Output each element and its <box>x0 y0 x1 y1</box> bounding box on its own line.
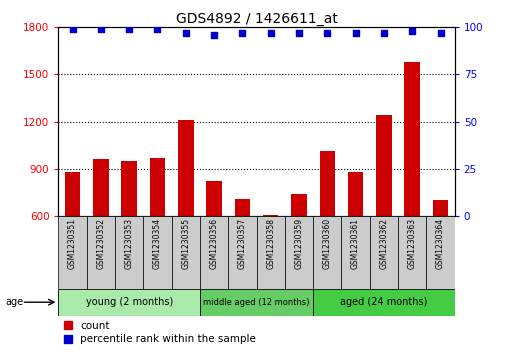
Text: GSM1230357: GSM1230357 <box>238 218 247 269</box>
Bar <box>200 216 228 289</box>
Text: GSM1230359: GSM1230359 <box>295 218 303 269</box>
Bar <box>426 216 455 289</box>
Text: GSM1230360: GSM1230360 <box>323 218 332 269</box>
Point <box>352 30 360 36</box>
Bar <box>370 216 398 289</box>
Point <box>436 30 444 36</box>
Text: GSM1230363: GSM1230363 <box>408 218 417 269</box>
Text: GSM1230358: GSM1230358 <box>266 218 275 269</box>
Text: GSM1230352: GSM1230352 <box>97 218 105 269</box>
Point <box>210 32 218 38</box>
Bar <box>348 172 363 216</box>
Bar <box>398 216 426 289</box>
Text: GSM1230364: GSM1230364 <box>436 218 445 269</box>
Text: young (2 months): young (2 months) <box>85 297 173 307</box>
Bar <box>58 216 87 289</box>
Bar <box>121 161 137 216</box>
Bar <box>178 120 194 216</box>
Bar <box>285 216 313 289</box>
Point <box>295 30 303 36</box>
Text: GSM1230356: GSM1230356 <box>210 218 218 269</box>
Point <box>408 28 416 34</box>
Bar <box>115 216 143 289</box>
Text: GSM1230355: GSM1230355 <box>181 218 190 269</box>
Bar <box>172 216 200 289</box>
Bar <box>235 199 250 216</box>
Bar <box>313 289 455 316</box>
Bar <box>320 151 335 216</box>
Point <box>153 26 162 32</box>
Bar <box>65 172 80 216</box>
Text: middle aged (12 months): middle aged (12 months) <box>203 298 310 307</box>
Bar <box>291 194 307 216</box>
Text: GSM1230353: GSM1230353 <box>124 218 134 269</box>
Text: GSM1230354: GSM1230354 <box>153 218 162 269</box>
Bar <box>143 216 172 289</box>
Text: GSM1230361: GSM1230361 <box>351 218 360 269</box>
Bar <box>376 115 392 216</box>
Point <box>125 26 133 32</box>
Bar <box>200 289 313 316</box>
Point <box>267 30 275 36</box>
Text: aged (24 months): aged (24 months) <box>340 297 428 307</box>
Bar <box>206 182 222 216</box>
Bar <box>58 289 200 316</box>
Bar <box>257 216 285 289</box>
Title: GDS4892 / 1426611_at: GDS4892 / 1426611_at <box>176 12 337 26</box>
Text: age: age <box>5 297 23 307</box>
Point <box>182 30 190 36</box>
Bar <box>341 216 370 289</box>
Bar <box>93 159 109 216</box>
Point <box>323 30 331 36</box>
Bar <box>87 216 115 289</box>
Point <box>97 26 105 32</box>
Point <box>380 30 388 36</box>
Point <box>69 26 77 32</box>
Bar <box>313 216 341 289</box>
Bar <box>433 200 448 216</box>
Bar <box>228 216 257 289</box>
Legend: count, percentile rank within the sample: count, percentile rank within the sample <box>64 321 256 344</box>
Bar <box>150 158 165 216</box>
Text: GSM1230362: GSM1230362 <box>379 218 389 269</box>
Point <box>238 30 246 36</box>
Bar <box>263 215 278 216</box>
Bar <box>404 62 420 216</box>
Text: GSM1230351: GSM1230351 <box>68 218 77 269</box>
